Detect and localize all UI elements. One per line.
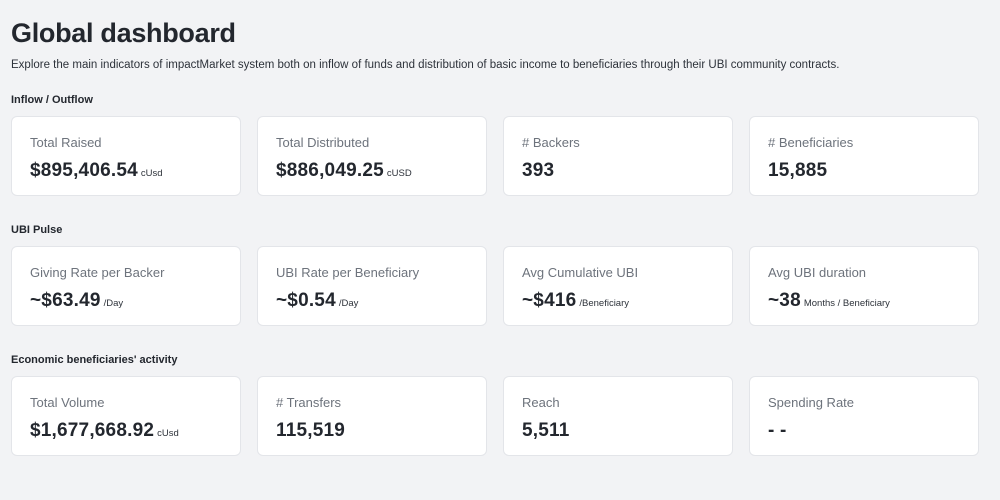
card-giving-rate: Giving Rate per Backer ~$63.49 /Day	[11, 246, 241, 326]
card-unit: Months / Beneficiary	[803, 298, 890, 309]
ubi-pulse-cards: Giving Rate per Backer ~$63.49 /Day UBI …	[11, 246, 980, 326]
card-unit: cUSD	[386, 168, 412, 179]
card-label: Total Distributed	[276, 135, 370, 150]
card-label: Avg UBI duration	[768, 265, 867, 280]
card-reach: Reach 5,511	[503, 376, 733, 456]
card-label: Giving Rate per Backer	[30, 265, 165, 280]
card-total-volume: Total Volume $1,677,668.92 cUsd	[11, 376, 241, 456]
card-backers: # Backers 393	[503, 116, 733, 196]
card-beneficiaries: # Beneficiaries 15,885	[749, 116, 979, 196]
card-label: # Transfers	[276, 395, 342, 410]
section-title-economic-activity: Economic beneficiaries' activity	[11, 354, 178, 366]
card-value: ~$63.49	[30, 290, 101, 311]
card-total-distributed: Total Distributed $886,049.25 cUSD	[257, 116, 487, 196]
section-title-ubi-pulse: UBI Pulse	[11, 224, 63, 236]
card-label: UBI Rate per Beneficiary	[276, 265, 420, 280]
card-unit: /Beneficiary	[579, 298, 630, 309]
card-value: ~$0.54	[276, 290, 336, 311]
card-label: Spending Rate	[768, 395, 855, 410]
card-value: $1,677,668.92	[30, 420, 155, 441]
card-transfers: # Transfers 115,519	[257, 376, 487, 456]
card-total-raised: Total Raised $895,406.54 cUsd	[11, 116, 241, 196]
card-label: Avg Cumulative UBI	[522, 265, 639, 280]
card-label: Total Raised	[30, 135, 102, 150]
card-value: ~38	[768, 290, 801, 311]
card-value: - -	[768, 420, 787, 441]
economic-activity-cards: Total Volume $1,677,668.92 cUsd # Transf…	[11, 376, 980, 456]
card-unit: /Day	[338, 298, 359, 309]
inflow-outflow-cards: Total Raised $895,406.54 cUsd Total Dist…	[11, 116, 980, 196]
card-unit: /Day	[103, 298, 124, 309]
page-title: Global dashboard	[11, 18, 236, 48]
card-unit: cUsd	[157, 428, 179, 439]
card-label: # Beneficiaries	[768, 135, 854, 150]
card-value: $886,049.25	[276, 160, 384, 181]
card-label: Reach	[522, 395, 560, 410]
card-value: 115,519	[276, 420, 346, 441]
card-value: $895,406.54	[30, 160, 138, 181]
card-value: 393	[522, 160, 555, 181]
card-unit: cUsd	[140, 168, 163, 179]
card-ubi-rate: UBI Rate per Beneficiary ~$0.54 /Day	[257, 246, 487, 326]
card-spending-rate: Spending Rate - -	[749, 376, 979, 456]
card-value: 5,511	[522, 420, 570, 441]
card-avg-ubi-duration: Avg UBI duration ~38 Months / Beneficiar…	[749, 246, 979, 326]
card-avg-cumulative-ubi: Avg Cumulative UBI ~$416 /Beneficiary	[503, 246, 733, 326]
card-value: 15,885	[768, 160, 828, 181]
page-subtitle: Explore the main indicators of impactMar…	[11, 59, 840, 71]
card-label: # Backers	[522, 135, 580, 150]
card-value: ~$416	[522, 290, 577, 311]
section-title-inflow-outflow: Inflow / Outflow	[11, 94, 93, 106]
card-label: Total Volume	[30, 395, 105, 410]
